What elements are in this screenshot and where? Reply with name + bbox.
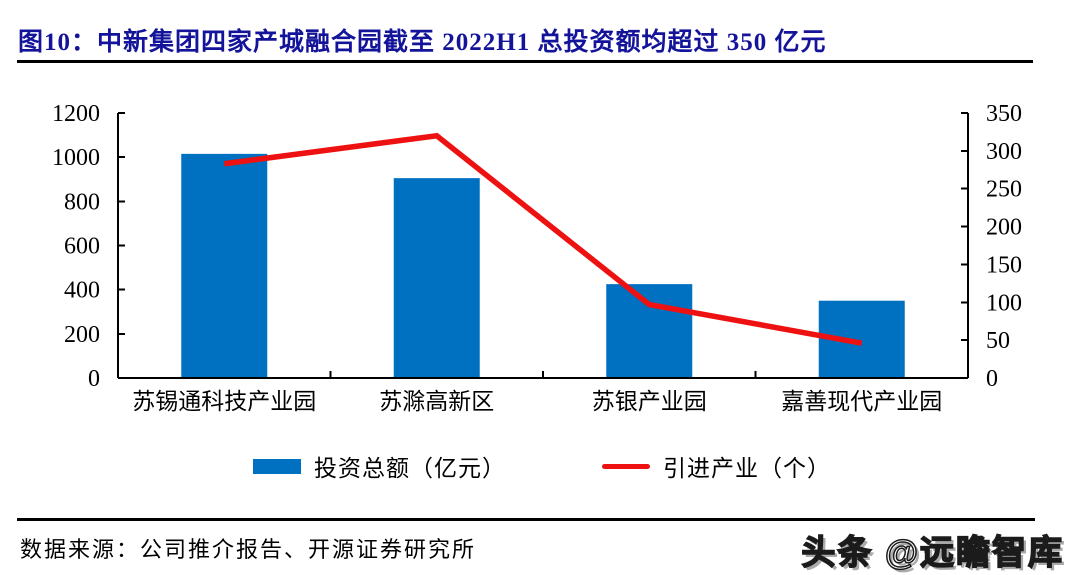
left-axis-tick-label: 1000 bbox=[52, 145, 100, 171]
category-label: 苏锡通科技产业园 bbox=[132, 389, 316, 414]
footer-divider bbox=[17, 518, 1035, 521]
bar-series-swatch bbox=[253, 458, 301, 474]
right-axis-tick-label: 250 bbox=[986, 177, 1022, 203]
right-axis-tick-label: 350 bbox=[986, 101, 1022, 127]
legend-item-industries-introduced: 引进产业（个） bbox=[602, 449, 831, 483]
left-axis-tick-label: 600 bbox=[64, 234, 100, 260]
line-series-swatch bbox=[602, 463, 650, 469]
right-axis-tick-label: 200 bbox=[986, 215, 1022, 241]
figure-title: 图10：中新集团四家产城融合园截至 2022H1 总投资额均超过 350 亿元 bbox=[18, 29, 827, 56]
left-axis-tick-label: 400 bbox=[64, 278, 100, 304]
right-axis-tick-label: 300 bbox=[986, 139, 1022, 165]
category-label: 嘉善现代产业园 bbox=[781, 389, 942, 414]
right-axis-tick-label: 100 bbox=[986, 290, 1022, 316]
left-axis-tick-label: 800 bbox=[64, 189, 100, 215]
bar-苏锡通科技产业园 bbox=[181, 153, 268, 378]
left-axis-tick-label: 200 bbox=[64, 322, 100, 348]
bar-苏滁高新区 bbox=[393, 178, 480, 378]
legend-label-investment-total: 投资总额（亿元） bbox=[314, 456, 506, 481]
legend-label-industries-introduced: 引进产业（个） bbox=[663, 456, 831, 481]
source-note: 数据来源：公司推介报告、开源证券研究所 bbox=[20, 537, 477, 562]
right-axis-tick-label: 150 bbox=[986, 252, 1022, 278]
bar-苏银产业园 bbox=[606, 284, 693, 378]
title-divider bbox=[17, 60, 1033, 63]
right-axis-tick-label: 50 bbox=[986, 328, 1010, 354]
legend-item-investment-total: 投资总额（亿元） bbox=[253, 449, 506, 483]
right-axis-tick-label: 0 bbox=[986, 366, 998, 392]
category-label: 苏银产业园 bbox=[592, 389, 707, 414]
trend-line bbox=[223, 132, 863, 346]
watermark-toutiao-yuanzhan: 头条 @远瞻智库 bbox=[801, 533, 1064, 573]
left-axis-tick-label: 1200 bbox=[52, 101, 100, 127]
left-axis-tick-label: 0 bbox=[88, 366, 100, 392]
category-label: 苏滁高新区 bbox=[379, 389, 494, 414]
chart-legend: 投资总额（亿元） 引进产业（个） bbox=[0, 449, 1084, 483]
